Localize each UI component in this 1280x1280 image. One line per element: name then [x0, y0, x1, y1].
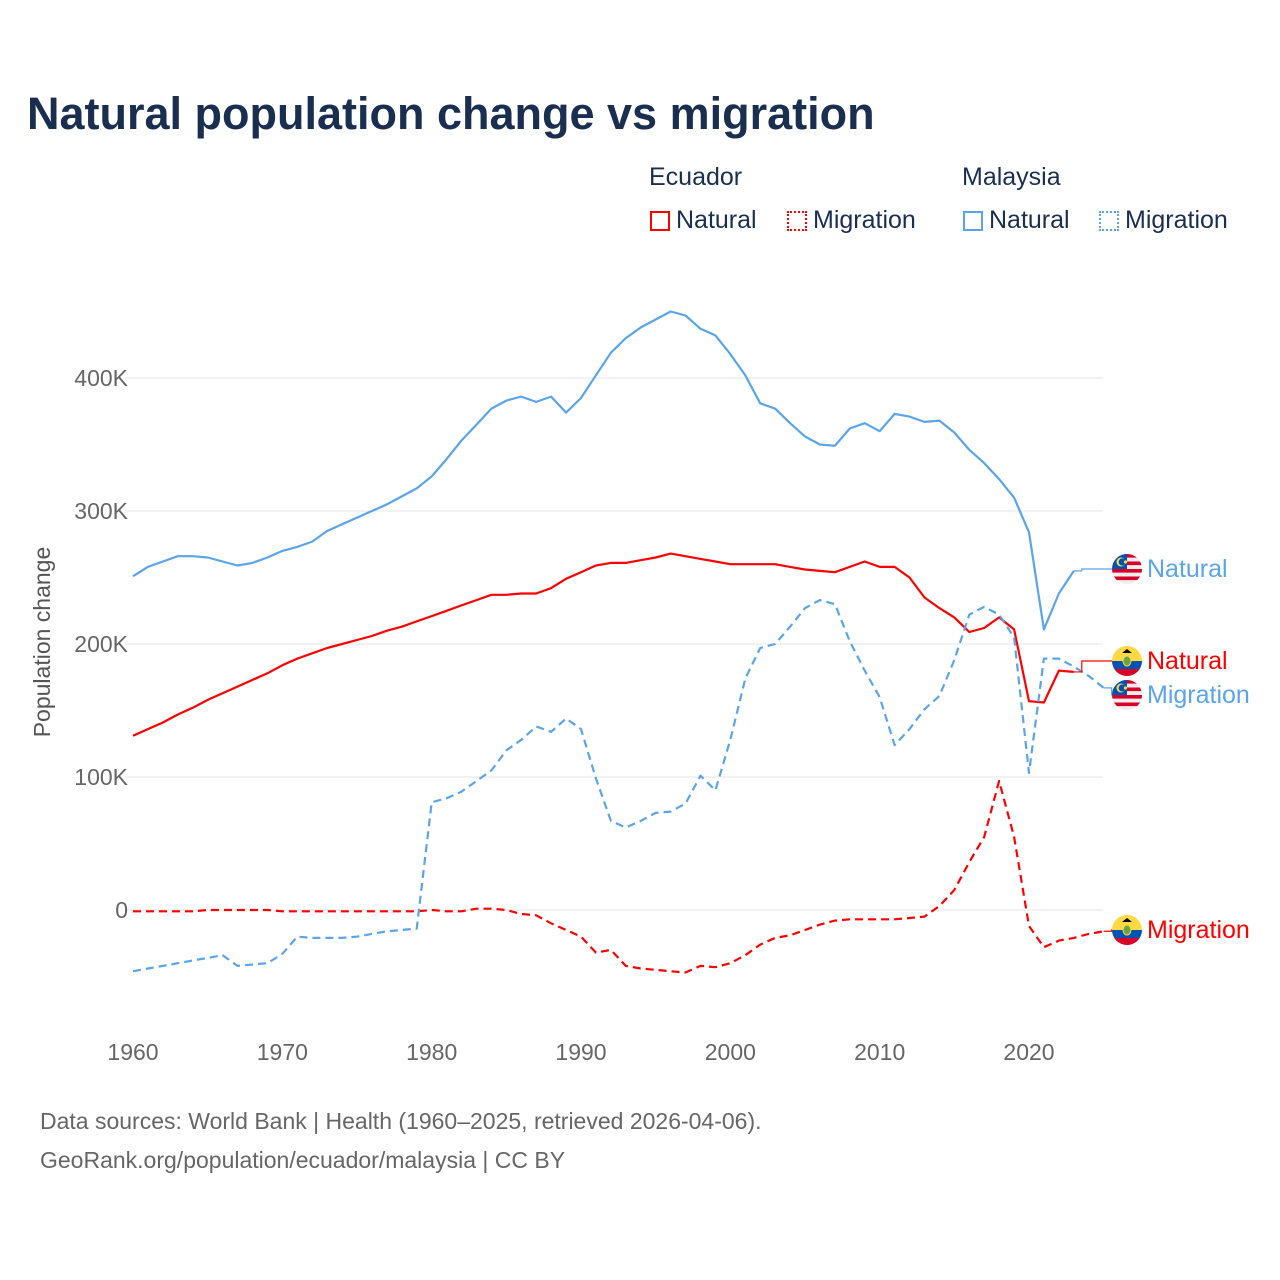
ecuador-flag-icon [1112, 915, 1142, 945]
legend-label: Natural [989, 206, 1070, 234]
x-tick-label: 1960 [107, 1039, 158, 1065]
y-tick-label: 300K [74, 498, 128, 524]
legend-malaysia-migration[interactable]: Migration [1099, 206, 1228, 235]
series-line-ecuador-natural [132, 552, 1074, 737]
y-tick-label: 200K [74, 631, 128, 657]
legend-swatch-solid-blue [963, 210, 983, 231]
legend-group-ecuador: Ecuador [649, 163, 743, 191]
series-line-malaysia-migration [132, 599, 1105, 973]
legend-swatch-solid-red [650, 210, 670, 231]
label-connector [1073, 568, 1112, 572]
end-label-malaysia-migration: Migration [1147, 681, 1250, 709]
malaysia-flag-icon [1112, 554, 1142, 584]
footer-link[interactable]: GeoRank.org/population/ecuador/malaysia … [40, 1147, 566, 1173]
footer-sources: Data sources: World Bank | Health (1960–… [40, 1108, 762, 1134]
legend-malaysia-natural[interactable]: Natural [963, 206, 1070, 235]
label-connector [1103, 929, 1113, 932]
y-tick-label: 100K [74, 764, 128, 790]
legend-label: Natural [676, 206, 757, 234]
legend-swatch-dotted-blue [1099, 210, 1119, 231]
y-axis-label: Population change [29, 547, 55, 738]
ecuador-flag-icon [1112, 646, 1142, 676]
series-line-malaysia-natural [132, 310, 1075, 631]
chart-title: Natural population change vs migration [27, 88, 875, 139]
x-tick-label: 2010 [854, 1039, 905, 1065]
legend-label: Migration [1125, 206, 1228, 234]
label-connector [1103, 687, 1113, 696]
legend-swatch-dotted-red [787, 210, 807, 231]
legend-ecuador-migration[interactable]: Migration [787, 206, 916, 235]
x-tick-label: 1970 [257, 1039, 308, 1065]
x-tick-label: 2000 [705, 1039, 756, 1065]
end-label-ecuador-migration: Migration [1147, 916, 1250, 944]
y-tick-label: 0 [115, 897, 128, 923]
legend-group-malaysia: Malaysia [962, 163, 1061, 191]
x-tick-label: 1990 [555, 1039, 606, 1065]
malaysia-flag-icon [1112, 680, 1142, 710]
legend-ecuador-natural[interactable]: Natural [650, 206, 757, 235]
legend-label: Migration [813, 206, 916, 234]
series-line-ecuador-migration [133, 779, 1104, 974]
end-label-ecuador-natural: Natural [1147, 647, 1228, 675]
y-tick-label: 400K [74, 365, 128, 391]
x-tick-label: 1980 [406, 1039, 457, 1065]
x-tick-label: 2020 [1003, 1039, 1054, 1065]
end-label-malaysia-natural: Natural [1147, 555, 1228, 583]
label-connector [1073, 660, 1112, 673]
